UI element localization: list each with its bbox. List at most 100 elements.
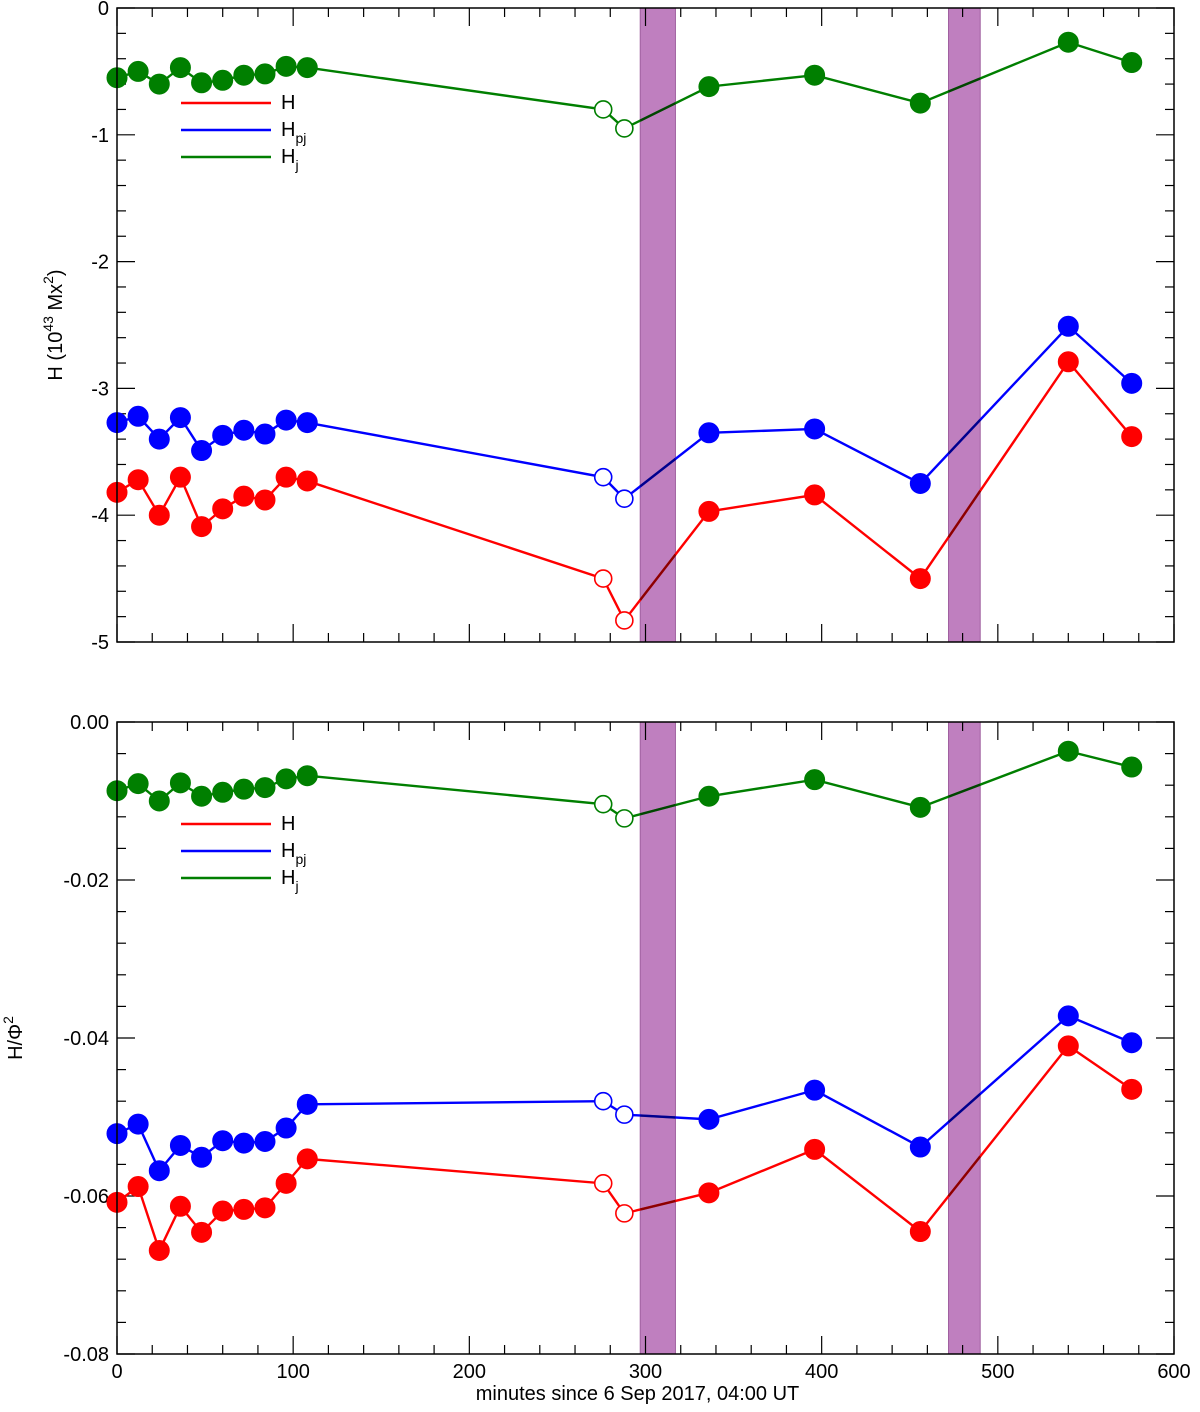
data-point	[148, 73, 170, 95]
legend-label: Hj	[281, 146, 299, 173]
data-point	[275, 1117, 297, 1139]
x-tick-label: 0	[111, 1361, 122, 1383]
data-point	[254, 1197, 276, 1219]
y-tick-label: 0	[98, 0, 109, 20]
x-tick-label: 100	[276, 1361, 309, 1383]
data-point	[909, 473, 931, 494]
data-point	[804, 1138, 826, 1160]
y-tick-label: -1	[91, 125, 109, 147]
series-overlap-shade	[639, 457, 677, 488]
data-point	[698, 1182, 720, 1204]
data-point	[909, 568, 931, 590]
series-overlap-shade	[948, 783, 981, 798]
data-point	[1121, 756, 1143, 778]
data-point	[909, 1136, 931, 1158]
data-point	[1057, 351, 1079, 373]
data-point	[233, 64, 255, 86]
data-point	[127, 469, 149, 491]
data-point	[169, 1195, 191, 1217]
data-point	[212, 1200, 234, 1222]
data-point	[698, 1108, 720, 1130]
data-point	[698, 422, 720, 444]
data-point-open	[615, 489, 634, 509]
data-point-open	[615, 1105, 634, 1124]
legend-label: H	[281, 813, 295, 835]
data-point	[804, 64, 826, 86]
data-point	[804, 484, 826, 506]
data-point	[296, 1093, 318, 1115]
data-point	[1121, 426, 1143, 448]
data-point	[1057, 740, 1079, 762]
data-point	[191, 1146, 213, 1168]
y-tick-label: -0.06	[63, 1186, 109, 1208]
data-point	[233, 485, 255, 507]
data-point	[212, 69, 234, 91]
y-axis-title: H (1043 Mx2)	[40, 269, 67, 380]
data-point	[233, 1132, 255, 1154]
series-overlap-shade	[947, 1093, 982, 1123]
data-point-open	[615, 809, 634, 828]
data-point	[191, 440, 213, 462]
x-tick-label: 400	[805, 1361, 838, 1383]
data-point	[127, 60, 149, 82]
series-overlap-shade	[947, 1155, 982, 1197]
y-tick-label: -5	[91, 632, 109, 654]
data-point	[275, 409, 297, 431]
data-point	[127, 773, 149, 795]
data-point	[212, 1130, 234, 1152]
data-point-open	[593, 569, 613, 588]
series-overlap-shade	[639, 1199, 676, 1211]
series-overlap-shade	[639, 553, 677, 601]
data-point	[191, 785, 213, 807]
data-point	[804, 1079, 826, 1101]
data-point	[254, 489, 276, 511]
data-point	[296, 765, 318, 787]
legend-label: Hpj	[281, 119, 306, 146]
data-point	[212, 498, 234, 520]
data-point-open	[615, 611, 634, 630]
data-point	[233, 778, 255, 800]
series-overlap-shade	[947, 419, 982, 455]
y-tick-label: -4	[91, 505, 109, 527]
data-point	[169, 1134, 191, 1156]
data-point	[909, 1221, 931, 1243]
y-tick-label: -0.08	[63, 1344, 109, 1366]
legend-label: H	[281, 92, 295, 114]
data-point	[1057, 31, 1079, 53]
data-point	[191, 516, 213, 538]
data-point	[148, 428, 170, 450]
x-tick-label: 500	[981, 1361, 1014, 1383]
legend-label: Hj	[281, 867, 299, 894]
data-point	[1121, 52, 1143, 74]
data-point	[1057, 315, 1079, 337]
data-point-open	[593, 1174, 613, 1193]
series-overlap-shade	[639, 102, 676, 122]
series-overlap-shade	[948, 77, 981, 93]
data-point	[148, 790, 170, 812]
y-tick-label: -3	[91, 378, 109, 400]
data-point	[212, 781, 234, 803]
data-point	[909, 796, 931, 818]
x-tick-label: 300	[629, 1361, 662, 1383]
data-point	[127, 405, 149, 427]
data-point	[275, 768, 297, 790]
data-point	[233, 419, 255, 441]
data-point-open	[593, 794, 613, 814]
y-tick-label: 0.00	[70, 712, 109, 734]
data-point	[127, 1176, 149, 1198]
data-point	[1057, 1005, 1079, 1027]
data-point-open	[615, 1204, 634, 1223]
data-point	[254, 777, 276, 799]
data-point	[169, 407, 191, 429]
data-point-open	[593, 100, 613, 119]
data-point-open	[593, 467, 613, 487]
data-point	[804, 418, 826, 440]
x-tick-label: 200	[453, 1361, 486, 1383]
data-point	[212, 424, 234, 446]
data-point	[169, 57, 191, 79]
data-point	[804, 769, 826, 791]
data-point	[1121, 1078, 1143, 1100]
data-point	[254, 1130, 276, 1152]
x-axis-title: minutes since 6 Sep 2017, 04:00 UT	[476, 1383, 800, 1405]
